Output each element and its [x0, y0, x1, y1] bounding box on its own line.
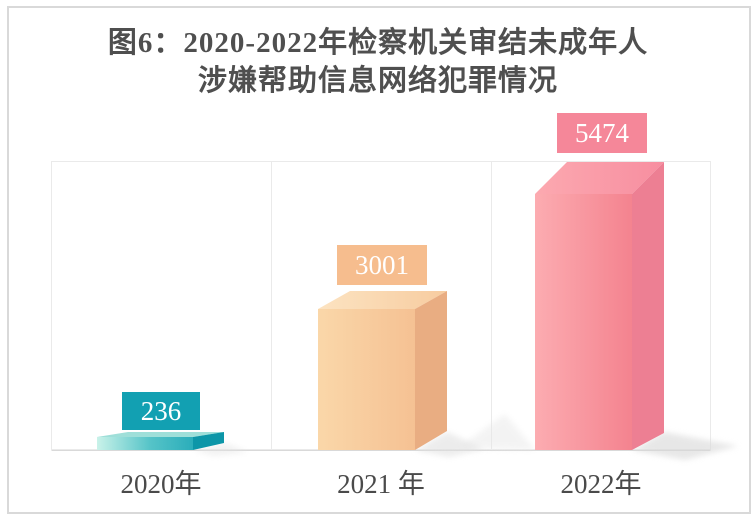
value-label-2020: 236	[122, 392, 200, 430]
figure-title-line1: 图6：2020-2022年检察机关审结未成年人	[107, 27, 649, 59]
figure-title-line2: 涉嫌帮助信息网络犯罪情况	[197, 65, 558, 97]
bar-shadows	[193, 414, 738, 460]
figure-border	[7, 6, 751, 514]
value-label-2022: 5474	[557, 113, 647, 153]
x-axis-label-2020: 2020年	[120, 469, 202, 499]
bar-2020	[97, 432, 224, 450]
bar-2021	[318, 291, 447, 450]
value-label-2021: 3001	[337, 245, 427, 285]
x-axis-label-2022: 2022年	[560, 469, 642, 499]
figure-title: 图6：2020-2022年检察机关审结未成年人 涉嫌帮助信息网络犯罪情况	[0, 24, 756, 100]
x-axis-label-2021: 2021 年	[337, 469, 425, 499]
bar-2022	[535, 162, 664, 450]
